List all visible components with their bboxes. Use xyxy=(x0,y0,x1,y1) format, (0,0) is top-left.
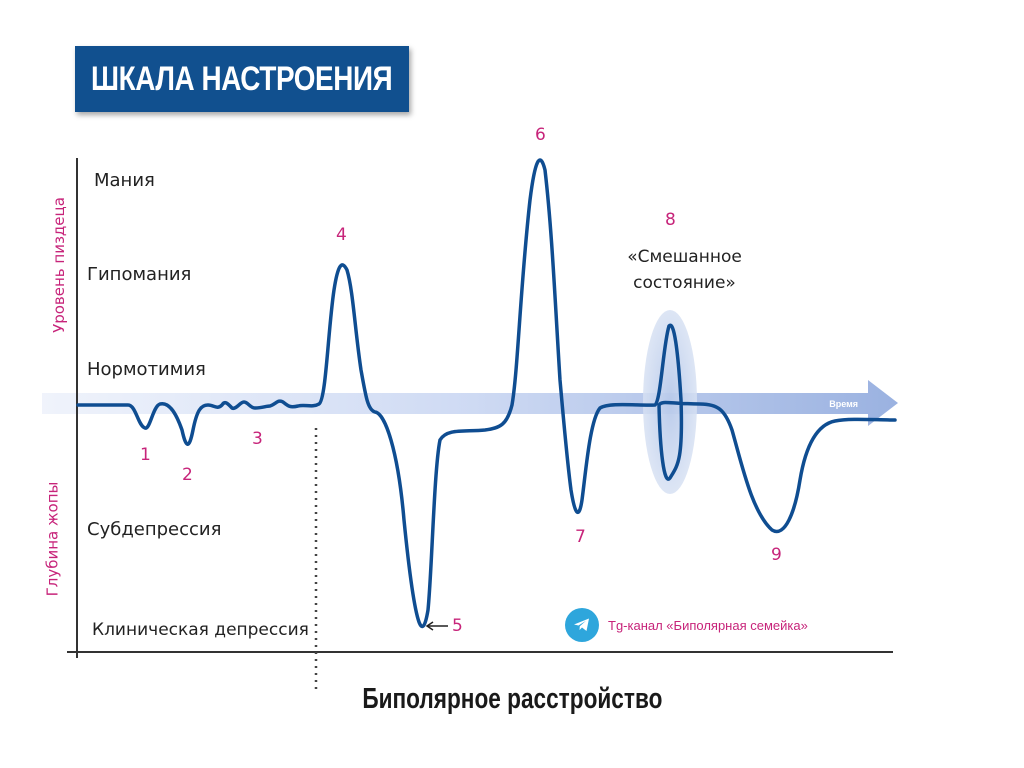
marker-3: 3 xyxy=(252,429,263,449)
page-title: ШКАЛА НАСТРОЕНИЯ xyxy=(91,59,393,98)
mixed-state-label: «Смешанное состояние» xyxy=(612,244,757,296)
marker-4: 4 xyxy=(336,225,347,245)
marker-6: 6 xyxy=(535,125,546,145)
mixed-state-line1: «Смешанное xyxy=(627,247,742,267)
marker-8: 8 xyxy=(665,210,676,230)
footer-title: Биполярное расстройство xyxy=(361,683,663,715)
footer-title-wrap: Биполярное расстройство xyxy=(0,683,1024,716)
lower-axis-label: Глубина жопы xyxy=(43,481,62,597)
level-mania: Мания xyxy=(94,170,155,191)
mood-curve xyxy=(76,158,897,629)
marker-5: 5 xyxy=(452,616,463,636)
marker-7: 7 xyxy=(575,527,586,547)
marker-2: 2 xyxy=(182,465,193,485)
marker-9: 9 xyxy=(771,545,782,565)
telegram-credit[interactable]: Tg-канал «Биполярная семейка» xyxy=(565,608,808,642)
level-normothymia: Нормотимия xyxy=(87,359,206,380)
marker-5-arrowhead xyxy=(425,621,434,631)
title-banner: ШКАЛА НАСТРОЕНИЯ xyxy=(75,46,409,112)
level-hypomania: Гипомания xyxy=(87,264,192,285)
time-label: Время xyxy=(829,399,858,409)
time-arrow xyxy=(42,380,898,426)
upper-axis-label: Уровень пиздеца xyxy=(49,197,68,333)
telegram-icon xyxy=(565,608,599,642)
level-clinical-depression: Клиническая депрессия xyxy=(92,620,309,640)
level-subdepression: Субдепрессия xyxy=(87,519,222,540)
mixed-state-line2: состояние» xyxy=(633,273,736,293)
marker-1: 1 xyxy=(140,445,151,465)
telegram-channel-text: Tg-канал «Биполярная семейка» xyxy=(608,617,808,633)
